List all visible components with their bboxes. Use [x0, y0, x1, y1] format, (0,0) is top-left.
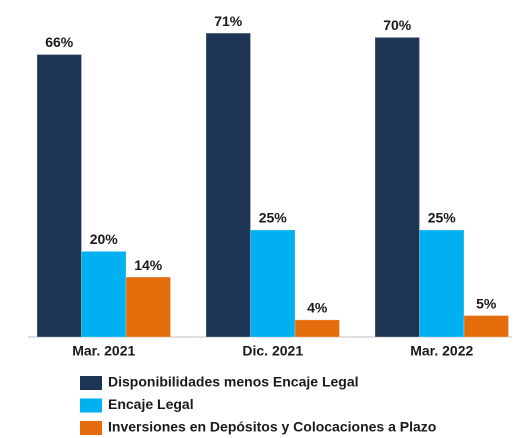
bar	[250, 229, 296, 338]
bar	[419, 229, 465, 338]
bar	[81, 250, 127, 338]
data-label: 5%	[476, 295, 497, 311]
x-tick-label: Mar. 2021	[72, 343, 135, 359]
data-label: 14%	[134, 257, 163, 273]
bar	[463, 315, 509, 338]
x-tick-label: Dic. 2021	[242, 343, 303, 359]
bar	[125, 276, 171, 338]
bar	[36, 54, 82, 338]
data-label: 20%	[90, 231, 119, 247]
bar	[205, 32, 251, 338]
data-label: 25%	[428, 210, 457, 226]
data-label: 4%	[307, 300, 328, 316]
legend-swatch	[80, 421, 102, 435]
legend-label: Encaje Legal	[108, 396, 194, 412]
data-label: 70%	[383, 17, 412, 33]
bar	[374, 36, 420, 338]
legend-swatch	[80, 376, 102, 390]
x-tick-label: Mar. 2022	[410, 343, 473, 359]
data-label: 25%	[259, 210, 288, 226]
legend-label: Disponibilidades menos Encaje Legal	[108, 374, 359, 390]
data-label: 71%	[214, 13, 243, 29]
bar	[294, 319, 340, 338]
legend-swatch	[80, 398, 102, 413]
legend-label: Inversiones en Depósitos y Colocaciones …	[108, 419, 436, 435]
data-label: 66%	[45, 34, 74, 50]
